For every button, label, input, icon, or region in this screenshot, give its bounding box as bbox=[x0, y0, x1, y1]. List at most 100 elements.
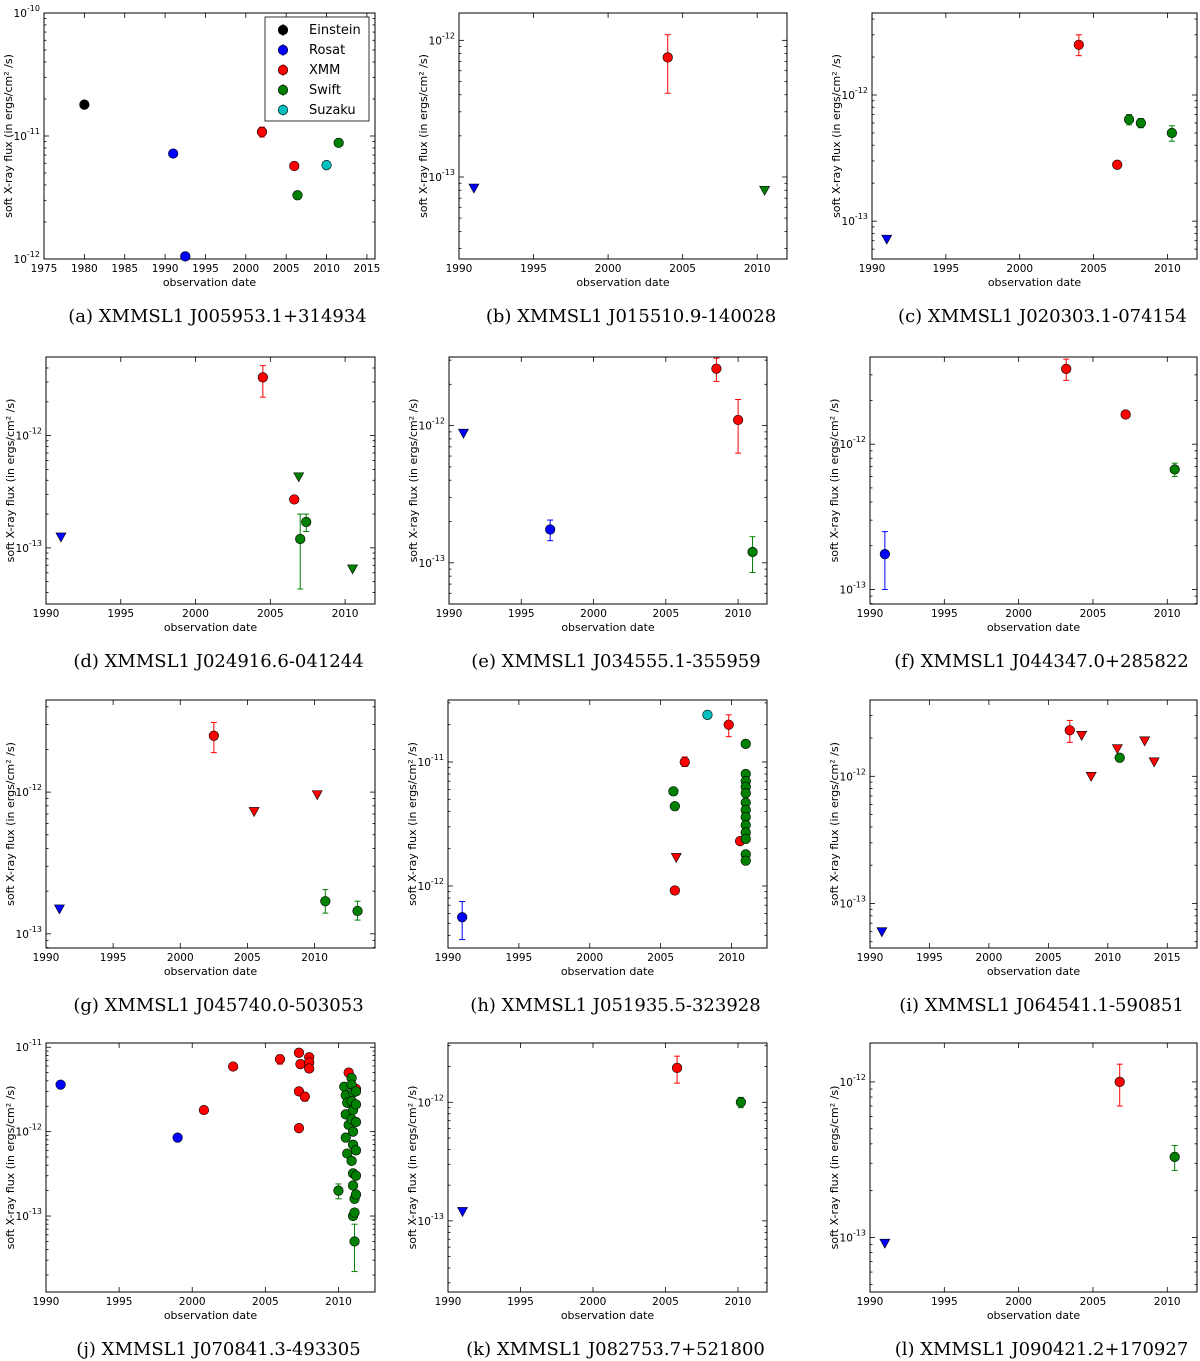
x-tick-label: 1990 bbox=[435, 952, 462, 964]
data-point-rosat bbox=[457, 912, 468, 923]
x-tick-label: 1995 bbox=[520, 263, 547, 275]
upper-limit-marker-rosat bbox=[879, 1238, 891, 1249]
upper-limit-marker-swift bbox=[347, 564, 359, 575]
data-point-xmm bbox=[1112, 159, 1123, 170]
x-tick-label: 2005 bbox=[1080, 1296, 1107, 1308]
x-tick-label: 1990 bbox=[33, 1296, 60, 1308]
x-tick-label: 2000 bbox=[1006, 263, 1033, 275]
upper-limit-marker-xmm bbox=[1139, 736, 1151, 747]
upper-limit-marker-swift bbox=[293, 472, 305, 483]
plot-frame bbox=[871, 12, 1198, 260]
data-point-swift bbox=[1166, 127, 1177, 139]
data-point-xmm bbox=[299, 1091, 310, 1102]
x-tick-label: 1990 bbox=[436, 608, 463, 620]
data-point-swift bbox=[1114, 752, 1125, 763]
y-tick-label: 10-12 bbox=[419, 417, 445, 433]
upper-limit-marker-xmm bbox=[670, 853, 682, 864]
x-tick-label: 1990 bbox=[33, 952, 60, 964]
upper-limit-marker-rosat bbox=[876, 927, 888, 938]
data-point-swift bbox=[1169, 1151, 1180, 1162]
data-point-xmm bbox=[274, 1054, 286, 1065]
x-tick-label: 1990 bbox=[859, 263, 886, 275]
legend-marker-einstein bbox=[277, 24, 289, 36]
y-tick-label: 10-10 bbox=[14, 4, 40, 20]
data-points bbox=[876, 719, 1160, 938]
panel-caption: (a) XMMSL1 J005953.1+314934 bbox=[68, 306, 367, 327]
data-point-swift bbox=[295, 533, 306, 545]
data-points bbox=[55, 1047, 362, 1273]
data-point-swift bbox=[740, 855, 751, 866]
data-point-swift bbox=[668, 786, 679, 797]
x-tick-label: 2010 bbox=[725, 1296, 752, 1308]
data-point-xmm bbox=[198, 1104, 210, 1116]
y-tick-label: 10-13 bbox=[418, 1212, 444, 1228]
data-point-swift bbox=[350, 1086, 362, 1097]
panel-caption: (h) XMMSL1 J051935.5-323928 bbox=[470, 995, 760, 1016]
data-point-xmm bbox=[304, 1063, 315, 1074]
data-point-swift bbox=[1123, 114, 1135, 125]
x-axis-label: observation date bbox=[164, 965, 258, 978]
legend-label-einstein: Einstein bbox=[309, 23, 361, 38]
data-point-xmm bbox=[256, 126, 268, 137]
upper-limit-marker-xmm bbox=[1085, 772, 1097, 782]
x-tick-label: 2005 bbox=[652, 608, 679, 620]
data-point-xmm bbox=[1073, 39, 1084, 50]
data-point-xmm bbox=[711, 363, 722, 374]
x-axis-label: observation date bbox=[987, 965, 1081, 978]
x-tick-label: 1990 bbox=[435, 1296, 462, 1308]
x-tick-label: 1995 bbox=[931, 608, 958, 620]
x-axis-label: observation date bbox=[163, 276, 257, 289]
x-tick-label: 2010 bbox=[1154, 1296, 1181, 1308]
data-point-swift bbox=[350, 1145, 362, 1156]
plot-frame bbox=[45, 356, 376, 605]
y-axis-label: soft X-ray flux (in ergs/cm² /s) bbox=[828, 1086, 841, 1250]
x-tick-label: 2000 bbox=[232, 263, 259, 275]
x-tick-label: 1995 bbox=[916, 952, 943, 964]
data-point-rosat bbox=[180, 251, 191, 262]
data-point-xmm bbox=[1064, 725, 1075, 736]
x-tick-label: 2005 bbox=[652, 1296, 679, 1308]
data-point-xmm bbox=[293, 1123, 305, 1134]
data-point-xmm bbox=[289, 160, 300, 172]
y-axis-label: soft X-ray flux (in ergs/cm² /s) bbox=[830, 54, 843, 218]
data-point-swift bbox=[740, 833, 751, 844]
x-tick-label: 1995 bbox=[107, 608, 134, 620]
y-tick-label: 10-13 bbox=[840, 1229, 866, 1245]
x-tick-label: 2010 bbox=[1094, 952, 1121, 964]
x-tick-label: 2005 bbox=[1080, 608, 1107, 620]
data-point-swift bbox=[347, 1180, 359, 1191]
panel-g: 1990 1995 2000 2005 2010 10-13 10-12 observatio… bbox=[4, 699, 376, 1016]
data-points bbox=[53, 721, 363, 921]
x-tick-label: 1990 bbox=[857, 952, 884, 964]
legend-label-suzaku: Suzaku bbox=[309, 103, 356, 118]
x-tick-label: 2000 bbox=[595, 263, 622, 275]
x-tick-label: 1995 bbox=[506, 952, 533, 964]
plot-frame bbox=[448, 356, 768, 605]
data-point-suzaku bbox=[702, 709, 713, 720]
data-point-swift bbox=[740, 788, 751, 799]
legend-marker-xmm bbox=[277, 64, 289, 76]
y-tick-label: 10-12 bbox=[840, 435, 866, 451]
data-point-xmm bbox=[257, 372, 268, 383]
y-tick-label: 10-13 bbox=[429, 168, 455, 184]
data-point-xmm bbox=[295, 1059, 306, 1070]
x-tick-label: 1995 bbox=[508, 608, 535, 620]
panel-j: 1990 1995 2000 2005 2010 10-13 10-12 10-11 obser… bbox=[4, 1038, 376, 1360]
data-point-xmm bbox=[679, 756, 690, 768]
upper-limit-marker-rosat bbox=[53, 904, 65, 915]
y-axis-label: soft X-ray flux (in ergs/cm² /s) bbox=[4, 399, 17, 563]
panel-k: 1990 1995 2000 2005 2010 10-13 10-12 observatio… bbox=[406, 1042, 768, 1360]
y-axis-label: soft X-ray flux (in ergs/cm² /s) bbox=[4, 742, 17, 906]
data-point-xmm bbox=[293, 1047, 305, 1058]
x-tick-label: 1975 bbox=[31, 263, 58, 275]
data-point-swift bbox=[340, 1132, 351, 1143]
x-axis-label: observation date bbox=[164, 1309, 258, 1322]
legend-label-rosat: Rosat bbox=[309, 43, 345, 58]
y-tick-label: 10-13 bbox=[842, 212, 868, 228]
upper-limit-marker-swift bbox=[759, 185, 771, 196]
data-points bbox=[79, 99, 344, 262]
data-points bbox=[879, 1063, 1180, 1249]
panel-caption: (k) XMMSL1 J082753.7+521800 bbox=[466, 1339, 765, 1360]
upper-limit-marker-xmm bbox=[1076, 731, 1088, 741]
x-tick-label: 2010 bbox=[313, 263, 340, 275]
